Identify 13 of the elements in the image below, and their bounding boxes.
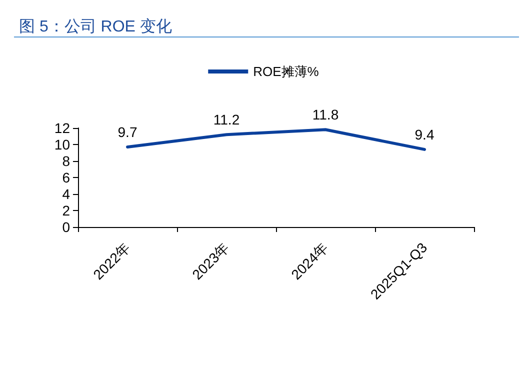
y-tick-label: 6 bbox=[62, 170, 70, 186]
data-label: 11.2 bbox=[213, 112, 240, 128]
y-tick-label: 10 bbox=[54, 136, 70, 152]
y-tick-label: 8 bbox=[62, 153, 70, 169]
y-tick-label: 0 bbox=[62, 219, 70, 235]
chart-title: 图 5：公司 ROE 变化 bbox=[19, 18, 172, 36]
data-label: 11.8 bbox=[312, 106, 339, 123]
y-tick-label: 2 bbox=[62, 202, 70, 218]
y-tick-label: 12 bbox=[54, 120, 70, 136]
data-label: 9.7 bbox=[118, 124, 138, 140]
data-label: 9.4 bbox=[414, 126, 434, 142]
legend-label: ROE摊薄% bbox=[253, 64, 320, 79]
y-tick-label: 4 bbox=[62, 186, 70, 202]
